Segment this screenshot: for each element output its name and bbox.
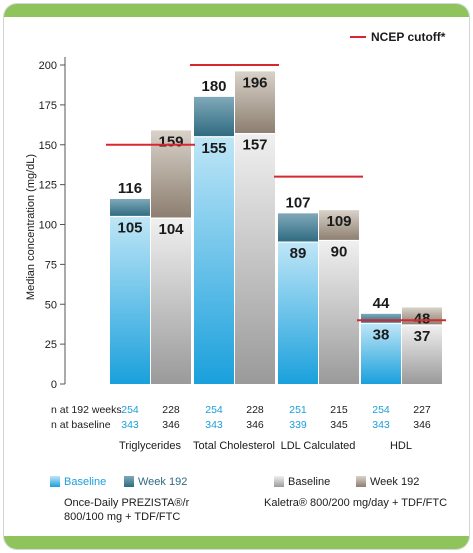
legend-swatch-prezista-week (124, 476, 134, 487)
x-category-label: LDL Calculated (281, 440, 356, 452)
n-prezista-192: 254 (121, 404, 139, 416)
data-label-kaletra-week192: 109 (326, 213, 351, 230)
legend-swatch-kaletra-baseline (274, 476, 284, 487)
legend-swatch-prezista-baseline (50, 476, 60, 487)
y-tick-label: 150 (39, 140, 57, 152)
y-tick-label: 175 (39, 100, 57, 112)
data-label-prezista-week192: 180 (201, 78, 226, 95)
x-category-label: Triglycerides (119, 440, 181, 452)
n-prezista-192: 254 (205, 404, 223, 416)
y-tick-label: 100 (39, 220, 57, 232)
data-label-kaletra-baseline: 90 (331, 243, 348, 260)
n-prezista-baseline: 343 (372, 419, 390, 431)
bar-kaletra-baseline (402, 324, 442, 384)
n-row-label-baseline: n at baseline (51, 419, 111, 431)
y-tick-label: 50 (45, 299, 57, 311)
y-tick-label: 125 (39, 180, 57, 192)
n-kaletra-baseline: 346 (162, 419, 180, 431)
data-label-kaletra-baseline: 104 (158, 221, 184, 238)
n-prezista-baseline: 343 (121, 419, 139, 431)
data-label-prezista-baseline: 38 (373, 326, 390, 343)
legend-label-prezista-baseline: Baseline (64, 476, 106, 488)
legend-regimen-kaletra: Kaletra® 800/200 mg/day + TDF/FTC (264, 497, 447, 509)
bottom-green-band (4, 536, 469, 549)
top-green-band (4, 4, 469, 17)
n-kaletra-192: 228 (162, 404, 180, 416)
n-kaletra-192: 227 (413, 404, 431, 416)
bar-prezista-week192 (361, 313, 401, 324)
y-tick-label: 75 (45, 259, 57, 271)
data-label-kaletra-week192: 48 (414, 310, 431, 327)
legend-label-kaletra-week: Week 192 (370, 476, 419, 488)
ncep-legend-label: NCEP cutoff* (371, 30, 446, 44)
n-kaletra-192: 215 (330, 404, 348, 416)
data-label-prezista-baseline: 105 (117, 220, 142, 237)
data-label-prezista-baseline: 89 (290, 245, 307, 262)
n-kaletra-192: 228 (246, 404, 264, 416)
n-row-label-192: n at 192 weeks (51, 404, 122, 416)
n-kaletra-baseline: 346 (413, 419, 431, 431)
bar-prezista-baseline (361, 323, 401, 384)
data-label-prezista-baseline: 155 (201, 140, 226, 157)
legend-regimen-prezista-line2: 800/100 mg + TDF/FTC (64, 511, 180, 523)
bar-kaletra-week192 (319, 210, 359, 241)
n-kaletra-baseline: 346 (246, 419, 264, 431)
y-tick-label: 25 (45, 339, 57, 351)
y-tick-label: 200 (39, 60, 57, 72)
data-label-kaletra-baseline: 157 (242, 137, 267, 154)
data-label-kaletra-week192: 196 (242, 74, 267, 91)
bar-kaletra-baseline (151, 218, 191, 384)
x-category-label: HDL (390, 440, 412, 452)
bar-prezista-week192 (278, 213, 318, 243)
data-label-prezista-week192: 116 (118, 180, 142, 197)
data-label-kaletra-baseline: 37 (414, 328, 431, 345)
y-tick-label: 0 (51, 379, 57, 391)
data-label-prezista-week192: 44 (373, 295, 390, 312)
y-axis-label: Median concentration (mg/dL) (25, 154, 37, 300)
n-prezista-baseline: 339 (289, 419, 307, 431)
bar-prezista-baseline (194, 136, 234, 384)
bar-prezista-baseline (278, 242, 318, 384)
x-category-label: Total Cholesterol (193, 440, 275, 452)
bar-kaletra-baseline (235, 133, 275, 384)
n-prezista-192: 251 (289, 404, 307, 416)
bar-prezista-week192 (110, 198, 150, 217)
bar-kaletra-week192 (235, 71, 275, 134)
n-kaletra-baseline: 345 (330, 419, 348, 431)
data-label-kaletra-week192: 159 (158, 133, 183, 150)
legend-label-kaletra-baseline: Baseline (288, 476, 330, 488)
bar-prezista-week192 (194, 96, 234, 137)
data-label-prezista-week192: 107 (285, 194, 310, 211)
legend-label-prezista-week: Week 192 (138, 476, 187, 488)
legend-regimen-prezista-line1: Once-Daily PREZISTA®/r (64, 497, 190, 509)
n-prezista-192: 254 (372, 404, 390, 416)
legend-swatch-kaletra-week (356, 476, 366, 487)
bar-prezista-baseline (110, 216, 150, 384)
n-prezista-baseline: 343 (205, 419, 223, 431)
bar-kaletra-baseline (319, 240, 359, 384)
